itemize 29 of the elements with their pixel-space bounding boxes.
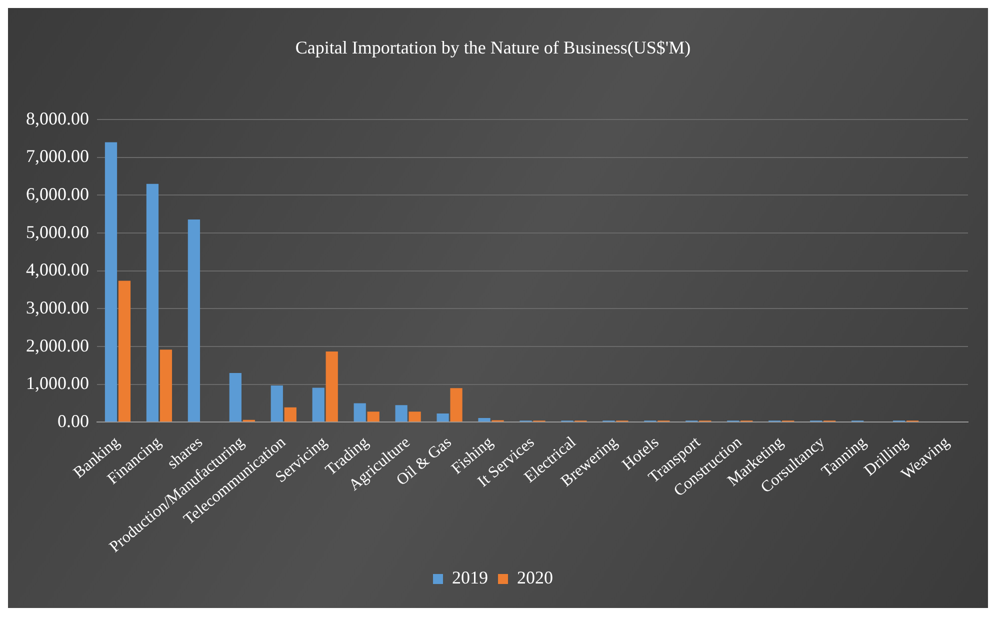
y-tick-label: 7,000.00: [26, 146, 89, 166]
bar: [270, 385, 283, 422]
bar: [160, 350, 172, 422]
bar: [312, 388, 324, 422]
bar: [408, 412, 421, 422]
bar: [146, 184, 159, 422]
bar: [367, 412, 380, 422]
y-tick-label: 2,000.00: [26, 335, 89, 356]
bar: [284, 407, 296, 422]
bar: [188, 219, 200, 422]
bar: [395, 405, 408, 422]
bar: [229, 373, 242, 422]
legend-label: 2019: [452, 568, 488, 588]
y-tick-label: 1,000.00: [26, 373, 89, 394]
bar: [450, 388, 462, 422]
bar: [354, 403, 366, 422]
y-tick-label: 4,000.00: [26, 260, 89, 280]
chart-title: Capital Importation by the Nature of Business(US$'M): [295, 38, 691, 58]
y-tick-label: 5,000.00: [26, 222, 89, 242]
y-tick-label: 6,000.00: [26, 184, 89, 204]
bar: [326, 351, 338, 422]
y-tick-label: 0.00: [58, 410, 89, 431]
bar: [104, 142, 118, 422]
bar: [436, 413, 449, 422]
y-tick-label: 3,000.00: [26, 297, 89, 318]
bar: [118, 280, 131, 422]
y-tick-label: 8,000.00: [26, 108, 89, 128]
bar: [478, 418, 490, 422]
legend-label: 2020: [517, 568, 553, 588]
